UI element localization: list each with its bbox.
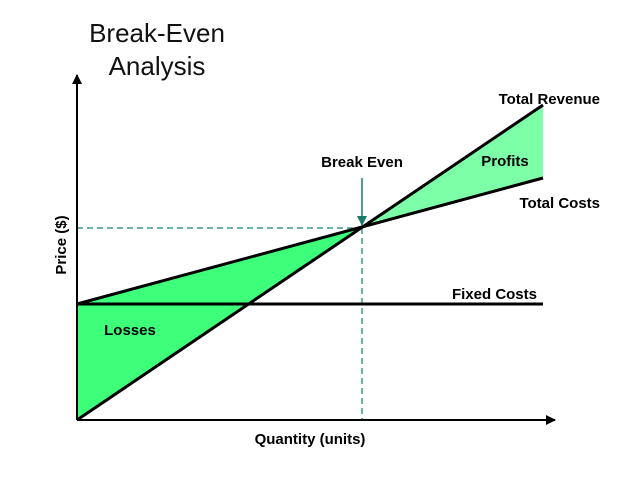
total-revenue-label: Total Revenue (499, 91, 600, 108)
x-axis-label: Quantity (units) (255, 431, 366, 448)
break-even-label: Break Even (321, 154, 403, 171)
profits-label: Profits (481, 153, 529, 170)
title-line: Break-Even (89, 18, 225, 48)
title-line: Analysis (109, 51, 206, 81)
y-axis-label: Price ($) (53, 215, 70, 274)
total-costs-line (76, 176, 544, 306)
total-costs-label: Total Costs (519, 195, 600, 212)
total-revenue-line (76, 103, 544, 422)
losses-label: Losses (104, 322, 156, 339)
fixed-costs-label: Fixed Costs (452, 286, 537, 303)
